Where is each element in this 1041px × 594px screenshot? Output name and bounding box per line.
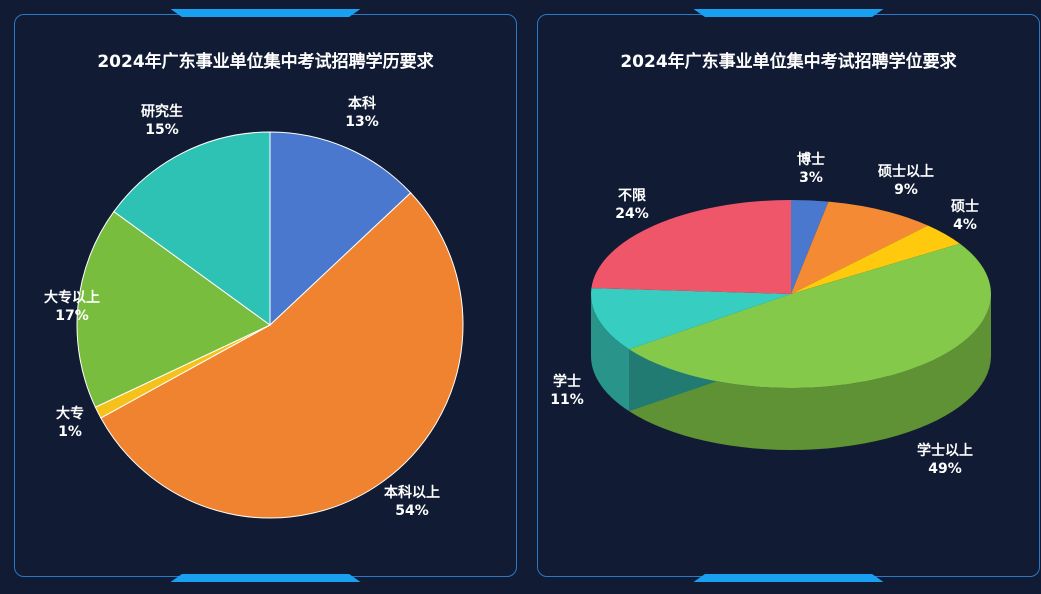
pie-side-wall-3 — [629, 294, 991, 450]
panel-bottom-accent — [170, 574, 361, 582]
slice-label-right-1: 硕士以上 9% — [878, 163, 934, 198]
slice-label-left-0: 本科 13% — [345, 95, 379, 130]
pie-slice-3 — [76, 210, 271, 408]
pie-slice-4 — [113, 131, 271, 326]
slice-label-left-1: 本科以上 54% — [384, 484, 440, 519]
pie-slice-3d-3 — [629, 243, 991, 388]
pie-slice-0 — [269, 131, 412, 327]
right-chart-panel: 2024年广东事业单位集中考试招聘学位要求 — [537, 9, 1040, 582]
slice-label-left-2: 大专 1% — [56, 405, 84, 440]
pie-slice-3d-2 — [791, 225, 960, 294]
pie-slice-3d-4 — [591, 288, 791, 350]
pie-slice-1 — [100, 192, 464, 519]
slice-label-right-5: 不限 24% — [615, 188, 649, 222]
right-chart-title: 2024年广东事业单位集中考试招聘学位要求 — [620, 52, 957, 72]
panel-top-accent — [693, 9, 884, 17]
slice-label-right-3: 学士以上 49% — [917, 442, 973, 477]
left-chart-title: 2024年广东事业单位集中考试招聘学历要求 — [97, 52, 434, 72]
slice-label-left-4: 研究生 15% — [141, 103, 183, 138]
pie-slice-3d-1 — [791, 201, 928, 294]
panel-bottom-accent — [693, 574, 884, 582]
slice-label-right-0: 博士 3% — [797, 151, 825, 186]
left-chart-panel: 2024年广东事业单位集中考试招聘学历要求 — [14, 9, 517, 582]
slice-label-right-2: 硕士 4% — [951, 198, 979, 233]
slice-label-right-4: 学士 11% — [550, 373, 584, 408]
panel-top-accent — [170, 9, 361, 17]
pie-slice-3d-0 — [791, 200, 829, 294]
pie-slice-3d-5 — [591, 200, 791, 294]
slice-label-left-3: 大专以上 17% — [44, 289, 100, 324]
pie-side-wall-4 — [591, 294, 630, 412]
